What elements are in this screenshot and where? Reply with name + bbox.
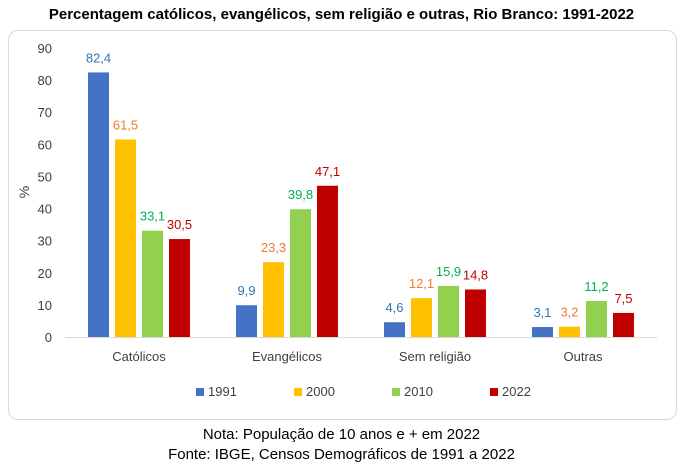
bar	[290, 209, 311, 337]
y-tick-label: 20	[38, 266, 52, 281]
data-label: 7,5	[614, 291, 632, 306]
data-label: 9,9	[237, 283, 255, 298]
bar	[586, 301, 607, 337]
data-label: 3,1	[533, 305, 551, 320]
data-label: 3,2	[560, 305, 578, 320]
data-label: 23,3	[261, 240, 286, 255]
data-label: 33,1	[140, 209, 165, 224]
legend-swatch	[392, 388, 400, 396]
data-label: 11,2	[584, 279, 608, 294]
bar	[142, 230, 163, 337]
x-tick-label: Evangélicos	[252, 349, 323, 364]
bar-chart: 0 10 20 30 40 50 60 70 80 90% 82,4 61,5 33,130,5 Cató…	[16, 41, 657, 399]
y-tick-label: 10	[38, 298, 52, 313]
bar	[236, 305, 257, 337]
chart-source: Fonte: IBGE, Censos Demográficos de 1991…	[168, 446, 515, 463]
legend-label: 2010	[404, 384, 433, 399]
data-label: 47,1	[315, 164, 340, 179]
bar	[438, 285, 459, 337]
data-label: 82,4	[86, 50, 111, 65]
x-tick-label: Outras	[563, 349, 603, 364]
chart-title: Percentagem católicos, evangélicos, sem …	[48, 6, 635, 23]
data-label: 61,5	[113, 118, 138, 133]
y-tick-label: 60	[38, 137, 52, 152]
y-tick-label: 40	[38, 202, 52, 217]
bar	[532, 327, 553, 337]
bar	[411, 298, 432, 337]
bar	[317, 185, 338, 337]
data-label: 39,8	[288, 187, 313, 202]
chart-note: Nota: População de 10 anos e + em 2022	[202, 426, 481, 443]
bar	[384, 322, 405, 337]
x-tick-label: Sem religião	[399, 349, 471, 364]
data-label: 15,9	[436, 264, 461, 279]
bar	[465, 289, 486, 337]
data-label: 4,6	[385, 300, 403, 315]
data-label: 30,5	[167, 217, 192, 232]
bar	[115, 139, 136, 337]
bar	[559, 326, 580, 337]
legend-swatch	[294, 388, 302, 396]
y-tick-label: 90	[38, 41, 52, 56]
legend-swatch	[196, 388, 204, 396]
data-label: 14,8	[463, 267, 488, 282]
legend-label: 2000	[306, 384, 335, 399]
x-tick-label: Católicos	[112, 349, 166, 364]
data-label: 12,1	[409, 276, 434, 291]
legend-label: 2022	[502, 384, 531, 399]
y-tick-label: 0	[45, 330, 52, 345]
legend-label: 1991	[208, 384, 237, 399]
bar	[263, 262, 284, 337]
y-tick-label: 70	[38, 105, 52, 120]
y-axis-label: %	[16, 186, 32, 198]
y-tick-label: 50	[38, 169, 52, 184]
bar	[169, 239, 190, 337]
legend-swatch	[490, 388, 498, 396]
bar	[88, 72, 109, 337]
bar	[613, 312, 634, 337]
y-tick-label: 30	[38, 234, 52, 249]
y-tick-label: 80	[38, 73, 52, 88]
